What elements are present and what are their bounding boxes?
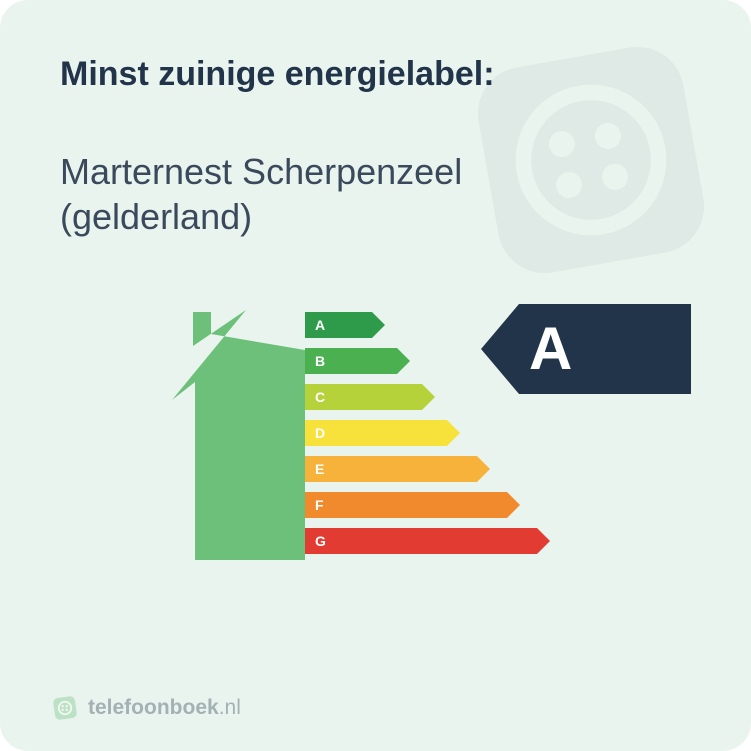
energy-bar-e	[305, 456, 490, 482]
energy-bar-label: E	[315, 461, 324, 477]
energy-chart: A B C D E F G A	[60, 294, 691, 594]
energy-bar-label: G	[315, 533, 326, 549]
house-icon	[172, 310, 305, 560]
energy-bar-label: D	[315, 425, 325, 441]
rating-letter: A	[529, 319, 572, 379]
energy-bar-f	[305, 492, 520, 518]
watermark-icon	[440, 9, 741, 310]
energy-bar-label: F	[315, 497, 324, 513]
brand-icon	[52, 695, 78, 721]
energy-bar-g	[305, 528, 550, 554]
energy-bar-label: B	[315, 353, 325, 369]
brand-text: telefoonboek.nl	[88, 696, 241, 720]
energy-bar-label: A	[315, 317, 325, 333]
energy-bar-d	[305, 420, 460, 446]
rating-badge: A	[481, 304, 691, 394]
footer: telefoonboek.nl	[52, 695, 241, 721]
brand-tld: .nl	[219, 696, 241, 719]
card: Minst zuinige energielabel: Marternest S…	[0, 0, 751, 751]
brand-name: telefoonboek	[88, 696, 219, 719]
energy-bar-label: C	[315, 389, 325, 405]
